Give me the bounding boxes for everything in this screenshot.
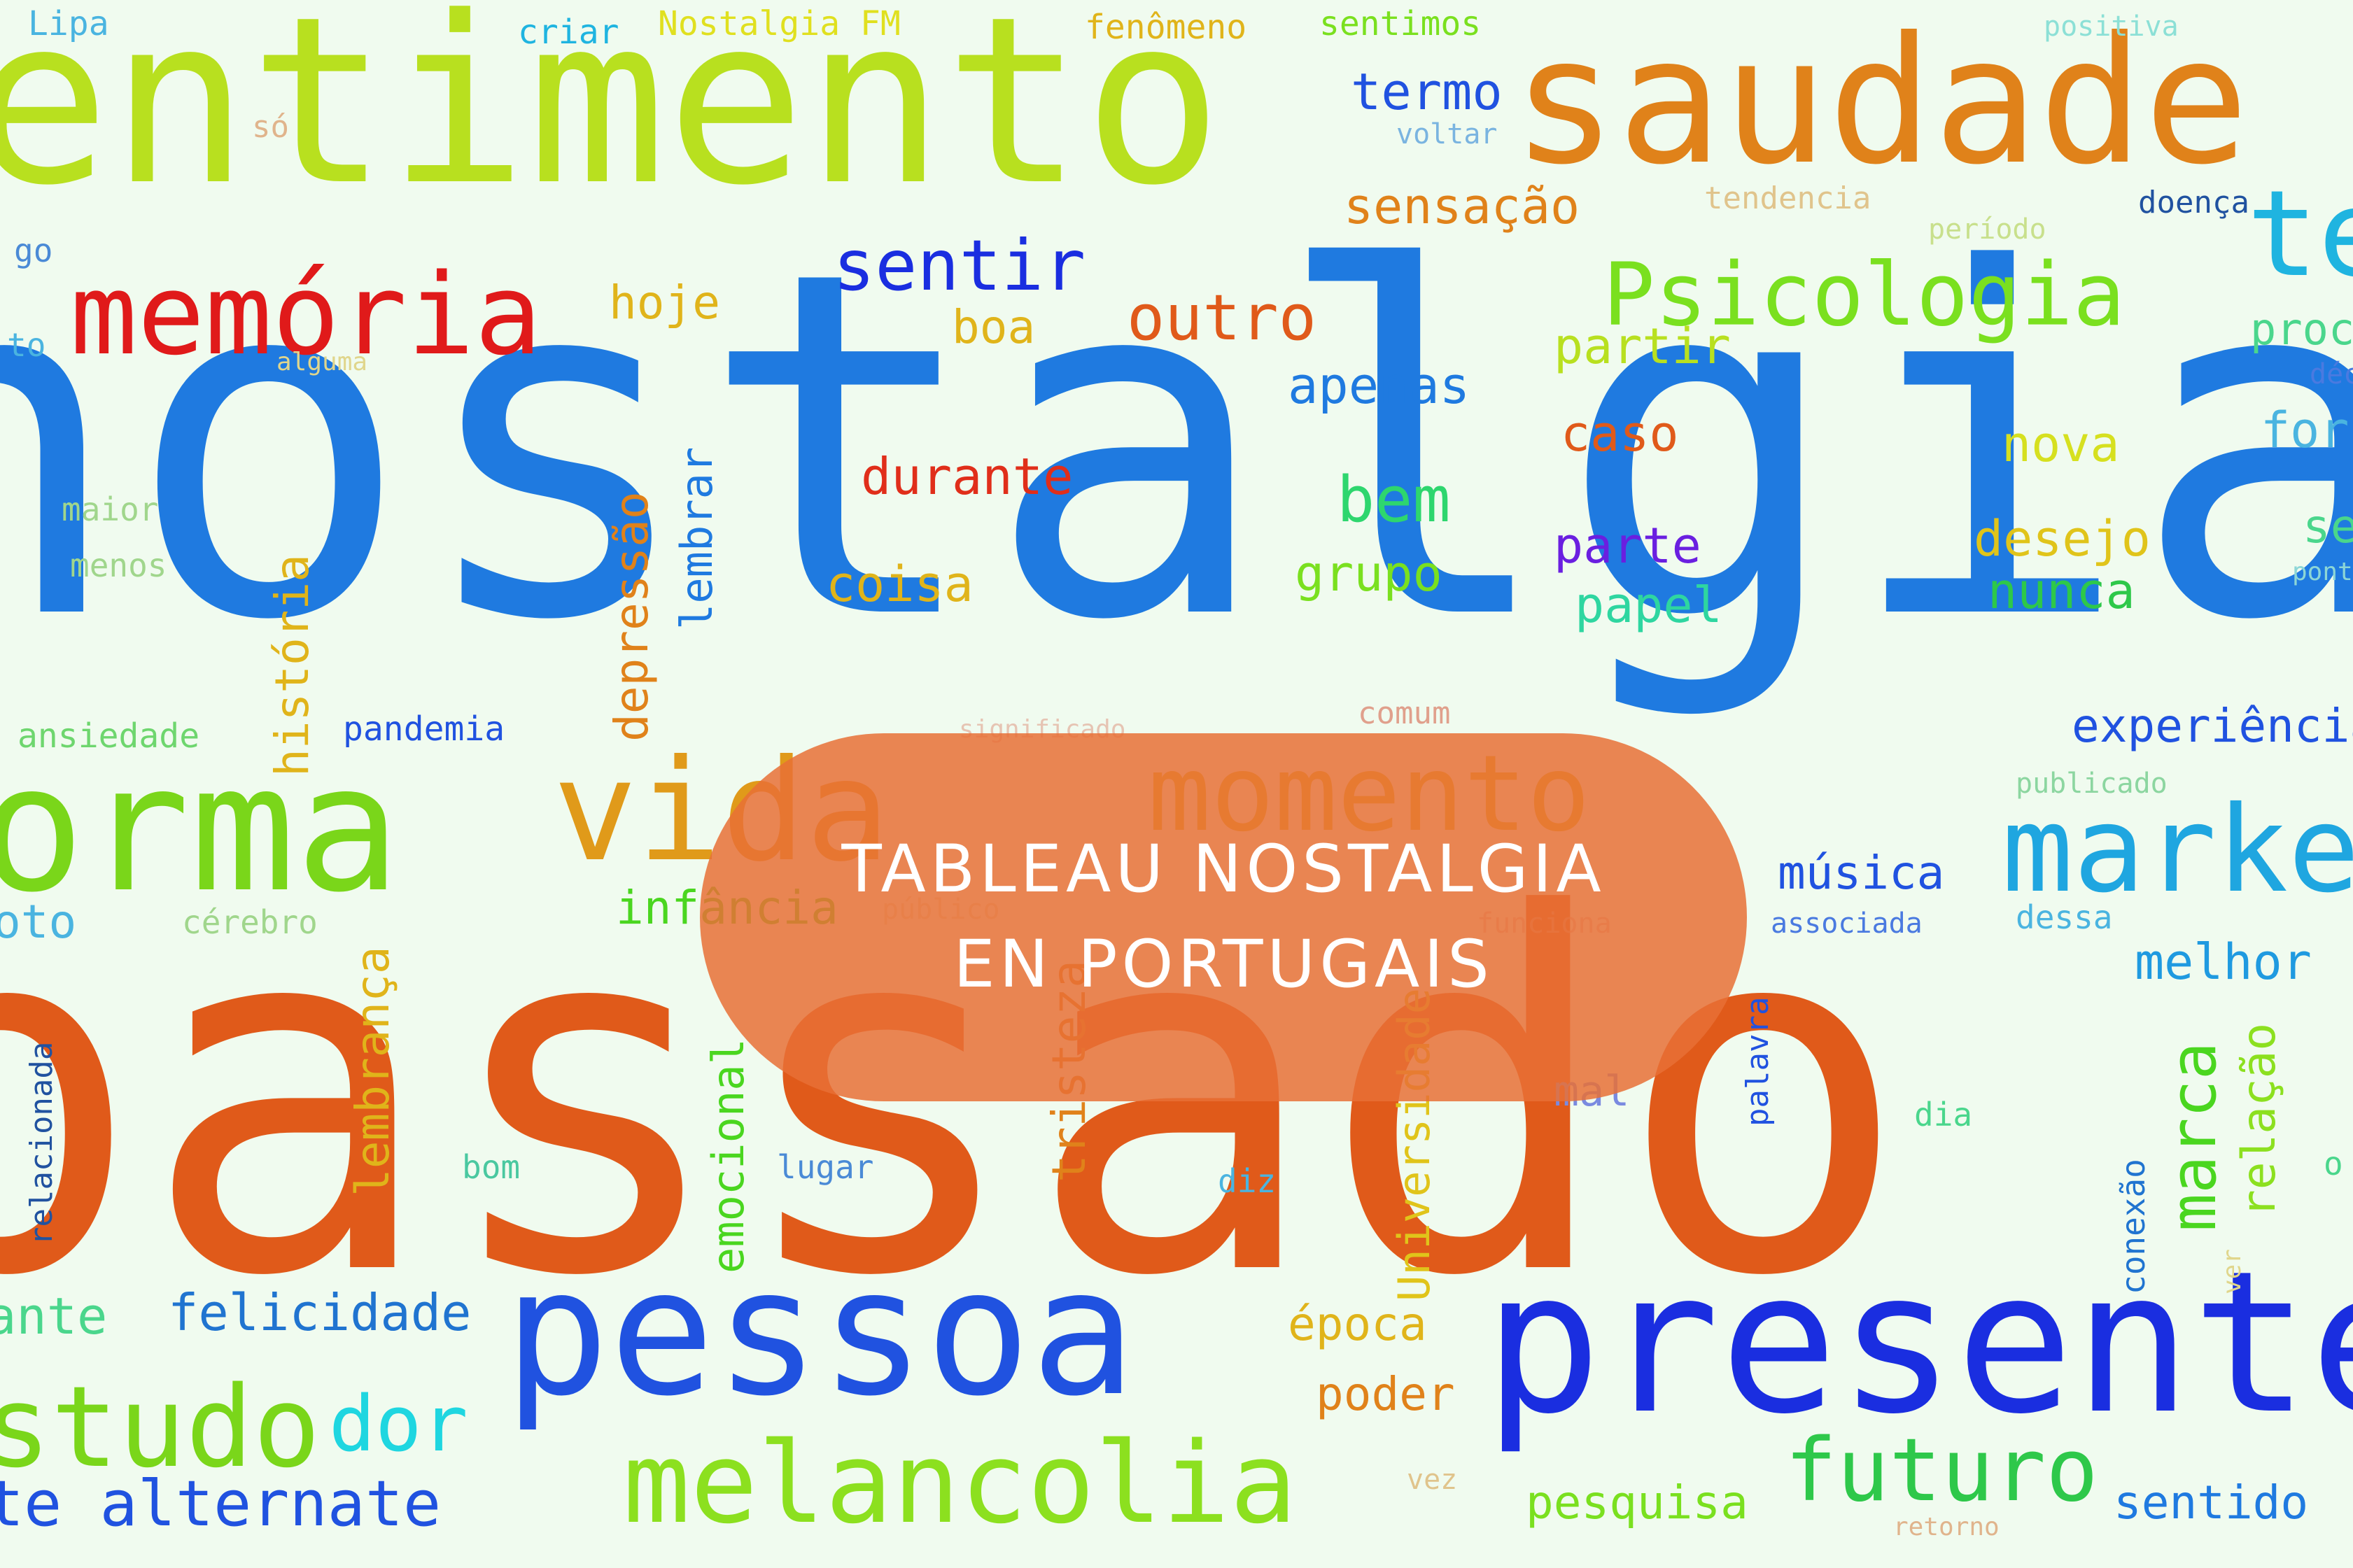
cloud-word: sensação: [1344, 178, 1580, 235]
cloud-word: se: [2303, 500, 2353, 553]
cloud-word: retorno: [1893, 1513, 2000, 1541]
cloud-word: marca: [2157, 1042, 2231, 1231]
cloud-word: nova: [2002, 416, 2120, 473]
cloud-word: criar: [518, 13, 619, 52]
cloud-word: maior: [62, 490, 159, 528]
cloud-word: memória: [70, 249, 542, 380]
cloud-word: te: [2247, 165, 2353, 304]
cloud-word: partir: [1554, 318, 1731, 375]
cloud-word: boa: [952, 300, 1036, 354]
cloud-word: diz: [1218, 1162, 1277, 1200]
cloud-word: lugar: [777, 1148, 874, 1186]
cloud-word: te alternate: [0, 1467, 442, 1541]
cloud-word: palavra: [1740, 996, 1776, 1126]
cloud-word: dor: [329, 1379, 468, 1469]
cloud-word: go: [14, 232, 53, 269]
cloud-word: positiva: [2044, 10, 2179, 43]
cloud-word: marketing: [2002, 781, 2353, 919]
cloud-word: sentimos: [1319, 4, 1482, 43]
cloud-word: grupo: [1295, 545, 1442, 602]
cloud-word: pesquisa: [1526, 1476, 1748, 1530]
cloud-word: comum: [1358, 695, 1451, 731]
cloud-word: coisa: [826, 556, 974, 613]
cloud-word: sentimento: [0, 0, 1223, 236]
cloud-word: voltar: [1396, 118, 1498, 150]
cloud-word: lembrança: [346, 946, 400, 1196]
cloud-word: pessoa: [504, 1231, 1137, 1434]
cloud-word: apenas: [1288, 356, 1470, 415]
cloud-word: sentido: [2114, 1476, 2309, 1530]
cloud-word: presente: [1484, 1229, 2353, 1457]
cloud-word: proc: [2250, 304, 2353, 355]
cloud-word: associada: [1771, 907, 1923, 940]
cloud-word: só: [252, 109, 289, 145]
cloud-word: felicidade: [168, 1283, 472, 1342]
cloud-word: termo: [1351, 62, 1503, 121]
cloud-word: Psicologia: [1603, 245, 2126, 346]
cloud-word: o: [2324, 1145, 2343, 1182]
cloud-word: doença: [2138, 185, 2249, 220]
banner-title-line-2: EN PORTUGAIS: [953, 926, 1494, 1003]
cloud-word: to: [7, 326, 46, 364]
cloud-word: fenômeno: [1085, 8, 1247, 47]
cloud-word: relação: [2232, 1022, 2286, 1217]
cloud-word: música: [1778, 846, 1945, 900]
cloud-word: lembrar: [671, 446, 722, 630]
cloud-word: emocional: [703, 1038, 754, 1273]
cloud-word: pont: [2292, 558, 2353, 586]
cloud-word: oto: [0, 895, 77, 949]
cloud-word: publicado: [2016, 768, 2168, 800]
cloud-word: for: [2261, 402, 2350, 459]
cloud-word: ansiedade: [17, 716, 200, 756]
cloud-word: dessa: [2016, 898, 2113, 936]
cloud-word: tendencia: [1704, 181, 1871, 216]
cloud-word: forma: [0, 727, 401, 931]
cloud-word: melhor: [2135, 933, 2312, 991]
cloud-word: cérebro: [182, 903, 318, 941]
banner-title-line-1: TABLEAU NOSTALGIA: [841, 831, 1606, 907]
cloud-word: dia: [1914, 1096, 1973, 1133]
cloud-word: época: [1288, 1297, 1427, 1351]
cloud-word: nostalgia: [0, 171, 2353, 724]
cloud-word: sentir: [833, 225, 1086, 306]
cloud-word: caso: [1561, 405, 1679, 462]
cloud-word: parte: [1554, 517, 1701, 574]
cloud-word: alguma: [276, 348, 368, 376]
cloud-word: estudo: [0, 1362, 321, 1492]
cloud-word: conexão: [2114, 1159, 2152, 1294]
cloud-word: história: [265, 554, 319, 777]
cloud-word: período: [1928, 213, 2046, 246]
title-banner: TABLEAU NOSTALGIA EN PORTUGAIS: [700, 733, 1747, 1101]
cloud-word: experiência: [2072, 699, 2353, 753]
cloud-word: Lipa: [28, 4, 109, 43]
cloud-word: durante: [861, 447, 1074, 506]
cloud-word: ante: [0, 1287, 108, 1345]
cloud-word: nunca: [1988, 563, 2135, 620]
cloud-word: poder: [1316, 1367, 1455, 1421]
cloud-word: ver: [2218, 1248, 2247, 1294]
cloud-word: outro: [1127, 281, 1316, 355]
cloud-word: relacionada: [24, 1041, 59, 1245]
cloud-word: bom: [462, 1148, 521, 1186]
cloud-word: Nostalgia FM: [658, 4, 901, 43]
cloud-word: depressão: [605, 491, 659, 742]
cloud-word: saudade: [1512, 0, 2249, 203]
cloud-word: déc: [2310, 358, 2353, 390]
cloud-word: menos: [70, 546, 167, 584]
cloud-word: futuro: [1785, 1420, 2098, 1521]
cloud-word: papel: [1575, 577, 1722, 634]
cloud-word: bem: [1337, 463, 1451, 537]
cloud-word: desejo: [1974, 510, 2151, 567]
cloud-word: vez: [1407, 1464, 1458, 1496]
cloud-word: melancolia: [623, 1418, 1298, 1548]
cloud-word: pandemia: [343, 709, 505, 749]
cloud-word: hoje: [609, 276, 720, 330]
